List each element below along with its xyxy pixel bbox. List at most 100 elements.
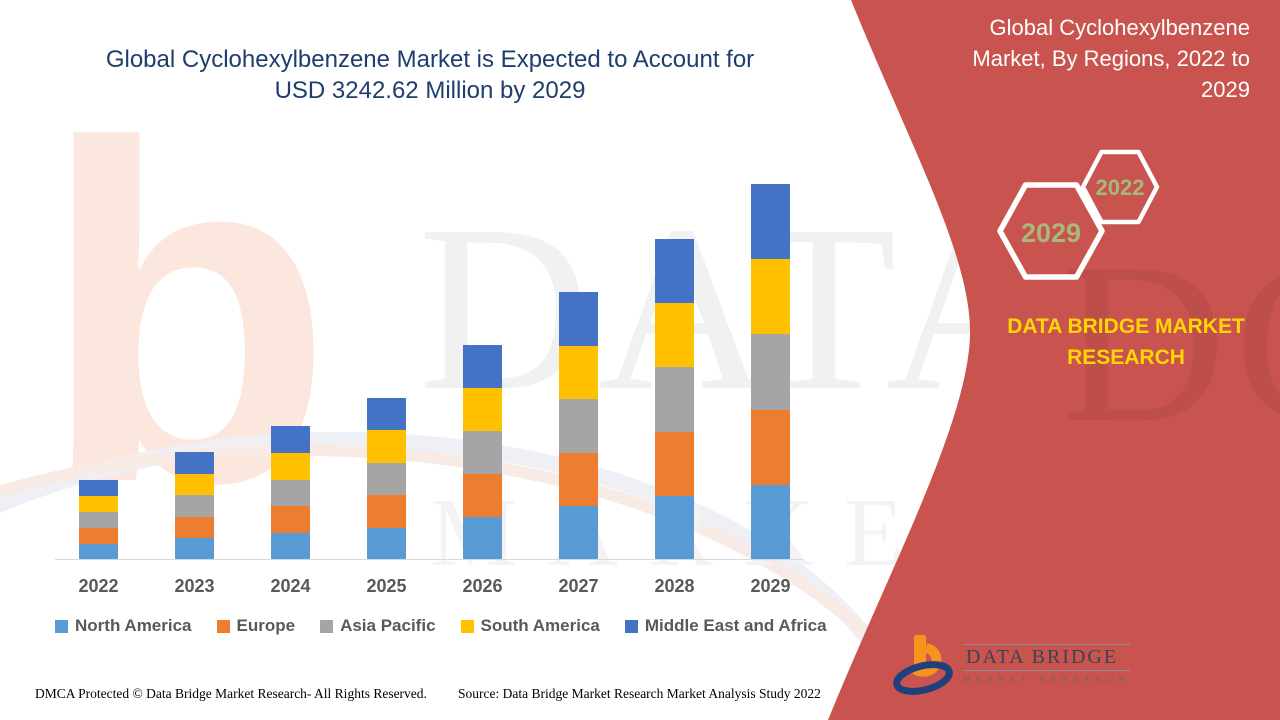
bar-segment-south-america [271,452,310,480]
bar-segment-south-america [175,473,214,496]
bar-segment-asia-pacific [175,495,214,517]
bar-segment-south-america [751,259,790,335]
bar-segment-north-america [463,517,502,560]
x-axis-label-2023: 2023 [174,576,215,596]
footer-source-text: Source: Data Bridge Market Research Mark… [458,686,821,701]
legend-swatch [216,619,230,633]
databridge-logo-glyph [893,635,953,695]
bar-segment-middle-east-and-africa [559,292,598,346]
bar-segment-middle-east-and-africa [271,426,310,453]
footer-dmca-text: DMCA Protected © Data Bridge Market Rese… [35,686,427,701]
logo-sub-text: MARKET RESEARCH [963,674,1131,684]
bar-segment-north-america [79,544,118,560]
bar-segment-north-america [559,506,598,560]
bar-2029 [751,184,790,560]
legend-swatch [460,619,474,633]
bar-2028 [655,239,694,560]
legend-swatch [624,619,638,633]
legend-item-europe: Europe [216,616,296,636]
x-axis-label-2022: 2022 [78,576,119,596]
hexagon-badges: 2022 2029 [997,149,1160,280]
x-axis-line [55,559,803,560]
legend-swatch [320,619,334,633]
x-axis-label-2024: 2024 [270,576,311,596]
bar-segment-middle-east-and-africa [367,398,406,431]
hexagon-2022 [1080,149,1160,225]
legend-swatch [55,619,68,633]
bar-segment-europe [367,495,406,528]
x-axis-label-2026: 2026 [462,576,503,596]
bar-segment-middle-east-and-africa [463,345,502,388]
bar-segment-europe [175,516,214,539]
bar-2023 [175,452,214,560]
right-panel-title-line: Market, By Regions, 2022 to [972,46,1250,71]
bar-segment-europe [79,528,118,544]
brand-text-line: DATA BRIDGE MARKET [1007,315,1245,338]
hexagon-2022-label: 2022 [1096,175,1145,200]
right-panel-title: Global Cyclohexylbenzene Market, By Regio… [920,12,1250,105]
chart-legend: North America Europe Asia Pacific South Ame… [55,616,827,636]
legend-label: Europe [236,616,296,635]
legend-label: Asia Pacific [340,616,436,635]
bar-segment-middle-east-and-africa [79,480,118,496]
bar-segment-south-america [79,496,118,512]
brand-text-line: RESEARCH [1067,346,1185,369]
right-panel-title-line: 2029 [1201,77,1250,102]
bar-segment-asia-pacific [79,512,118,528]
bar-segment-europe [271,506,310,534]
bar-segment-europe [751,409,790,485]
legend-item-middle-east-and-africa: Middle East and Africa [624,616,827,636]
right-panel-title-line: Global Cyclohexylbenzene [989,15,1251,40]
bar-segment-south-america [559,345,598,400]
bar-segment-south-america [367,430,406,463]
main-title-line: USD 3242.62 Million by 2029 [274,77,586,104]
logo-b-stem [914,635,926,670]
legend-item-north-america: North America [55,616,192,636]
logo-name-text: DATA BRIDGE [963,644,1131,671]
databridge-logo: DATA BRIDGE MARKET RESEARCH [893,632,1131,696]
legend-item-asia-pacific: Asia Pacific [320,616,436,636]
bar-segment-europe [463,474,502,517]
bar-segment-north-america [751,484,790,560]
legend-label: North America [75,616,192,635]
brand-text: DATA BRIDGE MARKET RESEARCH [1000,311,1252,373]
legend-label: South America [480,616,600,635]
hexagon-2029-label: 2029 [1021,218,1081,248]
bar-segment-north-america [367,527,406,560]
bar-segment-asia-pacific [367,462,406,496]
bar-segment-middle-east-and-africa [751,184,790,260]
watermark-swoosh-gray [0,432,920,720]
bar-2027 [559,292,598,560]
bar-segment-middle-east-and-africa [655,239,694,304]
bar-segment-asia-pacific [463,431,502,474]
bar-2026 [463,345,502,560]
red-panel-shape [828,0,1280,720]
bar-segment-asia-pacific [559,399,598,453]
logo-swoosh [893,661,953,695]
bar-segment-south-america [655,303,694,368]
bar-segment-europe [655,431,694,496]
bar-segment-asia-pacific [271,479,310,507]
bar-segment-europe [559,452,598,507]
legend-item-south-america: South America [460,616,600,636]
bar-segment-north-america [271,533,310,560]
bar-2025 [367,398,406,560]
hexagon-2029 [997,182,1105,280]
bar-segment-south-america [463,388,502,431]
x-axis-label-2025: 2025 [366,576,407,596]
bar-segment-asia-pacific [655,367,694,432]
watermark-panel-letters: DGE [1060,215,1280,470]
main-title: Global Cyclohexylbenzene Market is Expec… [70,44,790,106]
bar-2024 [271,426,310,560]
x-axis-label-2029: 2029 [750,576,791,596]
x-axis-label-2028: 2028 [654,576,695,596]
main-title-line: Global Cyclohexylbenzene Market is Expec… [105,46,755,73]
bar-segment-north-america [655,495,694,560]
logo-text-block: DATA BRIDGE MARKET RESEARCH [963,644,1131,684]
bar-segment-asia-pacific [751,334,790,410]
bar-segment-middle-east-and-africa [175,452,214,474]
bar-segment-north-america [175,538,214,560]
bar-2022 [79,480,118,560]
